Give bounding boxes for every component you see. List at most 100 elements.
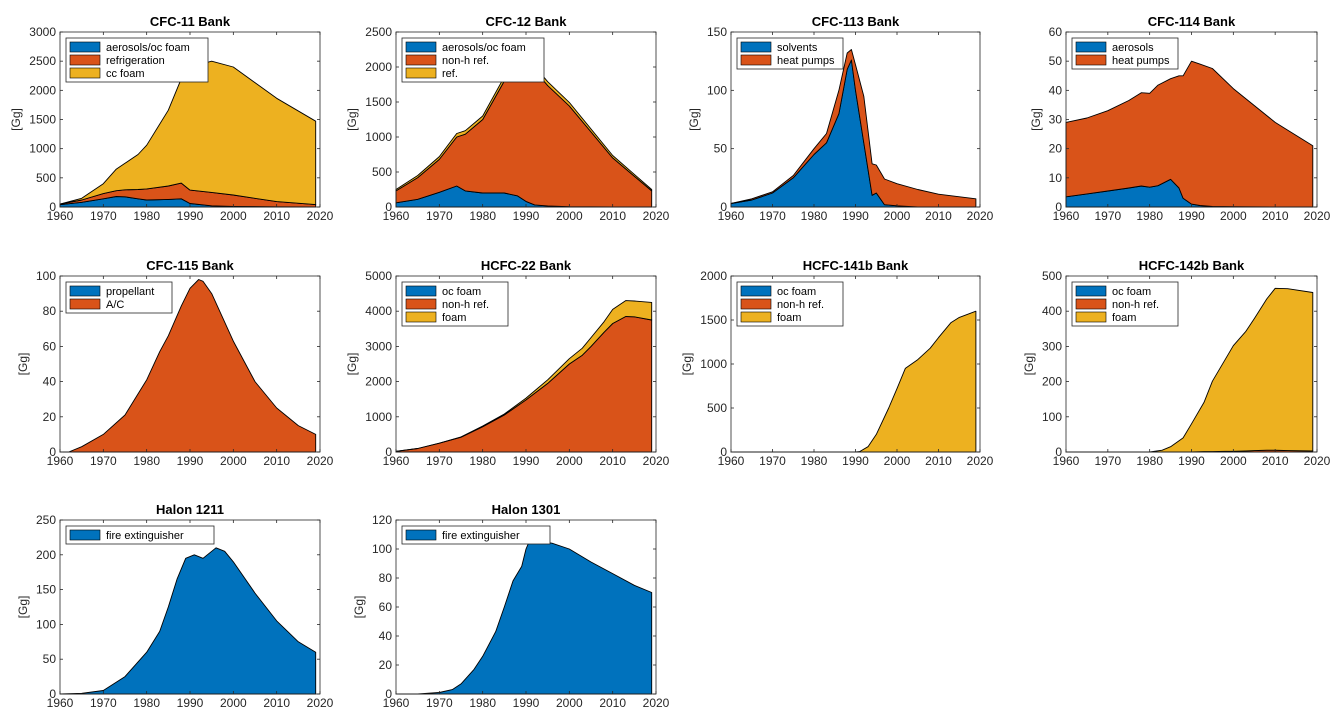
- x-tick-label: 2010: [925, 209, 952, 223]
- x-tick-label: 2010: [1262, 209, 1289, 223]
- legend-swatch: [1075, 41, 1107, 53]
- y-tick-label: 0: [1055, 200, 1062, 214]
- x-tick-label: 2000: [220, 454, 247, 468]
- legend-swatch: [69, 298, 101, 310]
- legend-label: fire extinguisher: [106, 530, 184, 542]
- y-tick-label: 20: [43, 410, 57, 424]
- y-tick-label: 150: [36, 583, 56, 597]
- panel-9: 1960 1970 1980 1990 2000 2010 2020 0 50 100 150 200…: [16, 502, 334, 710]
- y-tick-label: 150: [707, 25, 727, 39]
- legend-label: non-h ref.: [442, 299, 489, 311]
- x-tick-label: 1980: [469, 209, 496, 223]
- y-tick-label: 60: [43, 339, 57, 353]
- x-tick-label: 2000: [1220, 209, 1247, 223]
- x-tick-label: 1980: [133, 454, 160, 468]
- chart-title: CFC-12 Bank: [486, 14, 568, 29]
- x-tick-label: 1960: [47, 209, 74, 223]
- x-tick-label: 2000: [556, 454, 583, 468]
- x-tick-label: 1960: [718, 454, 745, 468]
- x-tick-label: 1980: [1136, 454, 1163, 468]
- legend: fire extinguisher: [401, 525, 551, 545]
- x-tick-label: 2010: [1262, 454, 1289, 468]
- y-tick-label: 3000: [365, 339, 392, 353]
- chart-title: CFC-113 Bank: [812, 14, 900, 29]
- x-tick-label: 1960: [383, 696, 410, 710]
- legend-label: foam: [442, 312, 466, 324]
- legend-swatch: [1075, 54, 1107, 66]
- y-tick-label: 2000: [700, 269, 727, 283]
- x-tick-label: 1990: [177, 454, 204, 468]
- y-tick-label: 100: [36, 617, 56, 631]
- legend-swatch: [740, 41, 772, 53]
- x-tick-label: 2020: [1304, 454, 1331, 468]
- x-tick-label: 1980: [133, 696, 160, 710]
- y-axis-label: [Gg]: [687, 108, 701, 131]
- panel-3: 1960 1970 1980 1990 2000 2010 2020 0 50 100 150 CFC…: [687, 14, 994, 223]
- legend-swatch: [740, 285, 772, 297]
- legend-swatch: [69, 529, 101, 541]
- x-tick-label: 2020: [967, 454, 994, 468]
- area-heat-pumps: [730, 49, 977, 208]
- legend-label: oc foam: [442, 286, 481, 298]
- y-tick-label: 3000: [29, 25, 56, 39]
- legend-swatch: [405, 41, 437, 53]
- legend-box: [65, 525, 215, 545]
- x-tick-label: 2010: [925, 454, 952, 468]
- legend-swatch: [69, 54, 101, 66]
- y-tick-label: 5000: [365, 269, 392, 283]
- x-tick-label: 2010: [263, 454, 290, 468]
- legend-label: solvents: [777, 42, 818, 54]
- x-tick-label: 2000: [884, 209, 911, 223]
- y-tick-label: 2500: [365, 25, 392, 39]
- chart-title: CFC-11 Bank: [150, 14, 231, 29]
- y-tick-label: 100: [36, 269, 56, 283]
- y-tick-label: 20: [1049, 142, 1063, 156]
- x-tick-label: 1990: [1178, 209, 1205, 223]
- y-tick-label: 100: [372, 542, 392, 556]
- legend-label: aerosols/oc foam: [106, 42, 190, 54]
- legend-swatch: [69, 41, 101, 53]
- legend-label: propellant: [106, 286, 154, 298]
- x-tick-label: 1990: [1178, 454, 1205, 468]
- x-tick-label: 2020: [643, 696, 670, 710]
- y-axis-label: [Gg]: [9, 108, 23, 131]
- legend-label: foam: [1112, 312, 1136, 324]
- legend-label: cc foam: [106, 68, 145, 80]
- legend-label: aerosols/oc foam: [442, 42, 526, 54]
- chart-title: Halon 1301: [492, 502, 561, 517]
- y-axis-label: [Gg]: [1029, 108, 1043, 131]
- chart-title: HCFC-142b Bank: [1139, 258, 1245, 273]
- x-tick-label: 1970: [90, 209, 117, 223]
- y-tick-label: 80: [379, 571, 393, 585]
- y-axis-label: [Gg]: [345, 108, 359, 131]
- x-tick-label: 1980: [133, 209, 160, 223]
- y-tick-label: 0: [385, 445, 392, 459]
- legend-swatch: [405, 54, 437, 66]
- x-tick-label: 1970: [90, 696, 117, 710]
- y-tick-label: 2500: [29, 54, 56, 68]
- y-tick-label: 20: [379, 658, 393, 672]
- x-tick-label: 1960: [47, 454, 74, 468]
- x-tick-label: 1980: [801, 209, 828, 223]
- y-tick-label: 40: [43, 375, 57, 389]
- x-tick-label: 2020: [307, 696, 334, 710]
- y-tick-label: 0: [49, 687, 56, 701]
- x-tick-label: 2020: [643, 454, 670, 468]
- y-axis-label: [Gg]: [1022, 353, 1036, 376]
- x-tick-label: 1970: [90, 454, 117, 468]
- legend-swatch: [740, 311, 772, 323]
- x-tick-label: 2010: [263, 696, 290, 710]
- y-tick-label: 0: [385, 687, 392, 701]
- x-tick-label: 1980: [801, 454, 828, 468]
- legend-swatch: [405, 298, 437, 310]
- legend-swatch: [1075, 311, 1107, 323]
- y-tick-label: 0: [49, 445, 56, 459]
- legend-swatch: [405, 529, 437, 541]
- x-tick-label: 2010: [599, 209, 626, 223]
